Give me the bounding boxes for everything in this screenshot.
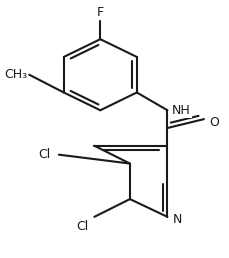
Text: F: F	[96, 6, 104, 19]
Text: CH₃: CH₃	[4, 68, 27, 81]
Text: N: N	[172, 213, 181, 226]
Text: O: O	[208, 116, 218, 128]
Text: Cl: Cl	[76, 220, 88, 233]
Text: NH: NH	[171, 104, 190, 117]
Text: Cl: Cl	[38, 148, 50, 161]
